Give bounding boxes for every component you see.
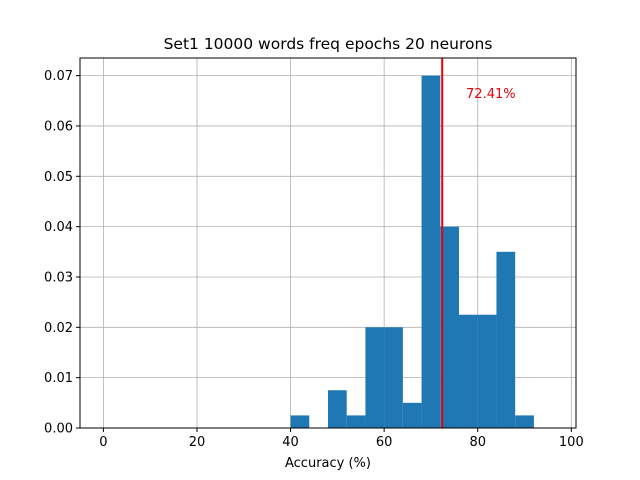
y-tick-label: 0.05 [44,170,73,185]
plot-frame [79,57,577,429]
histogram-bar [496,251,516,428]
histogram-bar [421,75,441,428]
x-tick-label: 0 [99,435,107,450]
histogram-bar [384,327,403,428]
x-tick-label: 60 [376,435,393,450]
histogram-bar [328,390,347,428]
histogram-bar [477,314,497,428]
x-axis-label: Accuracy (%) [285,456,371,471]
histogram-bar [365,327,385,428]
y-tick-label: 0.04 [44,220,73,235]
histogram-bar [290,415,310,428]
y-tick-label: 0.06 [44,119,73,134]
y-tick-label: 0.02 [44,321,73,336]
y-tick-label: 0.01 [44,371,73,386]
histogram-bar [440,226,460,428]
y-axis-ticks: 0.00 0.01 0.02 0.03 0.04 0.05 0.06 0.07 [44,69,80,437]
x-tick-label: 100 [559,435,584,450]
histogram-bar [515,415,534,428]
histogram-bar [459,314,478,428]
y-tick-label: 0.07 [44,69,73,84]
histogram-bar [346,415,366,428]
chart-title: Set1 10000 words freq epochs 20 neurons [164,35,493,53]
y-tick-label: 0.03 [44,270,73,285]
x-tick-label: 40 [282,435,299,450]
y-tick-label: 0.00 [44,422,73,437]
x-tick-label: 80 [469,435,486,450]
x-axis-ticks: 0 20 40 60 80 100 [99,428,584,450]
histogram-bars [290,75,534,428]
x-tick-label: 20 [189,435,206,450]
grid-lines [80,58,576,429]
mean-annotation: 72.41% [466,87,516,102]
histogram-bar [402,402,422,428]
